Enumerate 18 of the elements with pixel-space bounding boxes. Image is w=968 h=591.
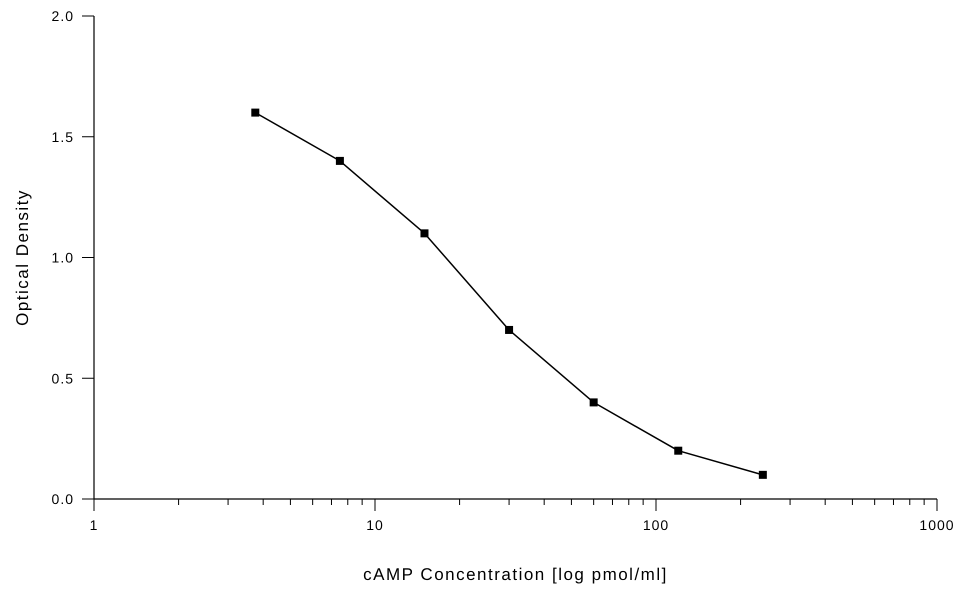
x-axis-title: cAMP Concentration [log pmol/ml] xyxy=(363,565,668,584)
y-tick-label: 1.0 xyxy=(52,250,74,266)
point xyxy=(590,398,598,406)
x-tick-label: 100 xyxy=(642,517,670,533)
x-tick-label: 1000 xyxy=(919,517,955,533)
point xyxy=(758,470,767,479)
y-tick-label: 2.0 xyxy=(52,8,74,24)
point xyxy=(505,326,514,334)
y-tick-label: 0.5 xyxy=(52,370,74,386)
y-tick-label: 1.5 xyxy=(52,128,74,145)
point xyxy=(674,446,682,455)
x-tick-label: 10 xyxy=(366,517,384,533)
point xyxy=(251,108,260,117)
point xyxy=(420,229,428,238)
y-tick-label: 0.0 xyxy=(52,491,74,507)
y-axis-title: Optical Density xyxy=(13,189,32,326)
x-tick-label: 1 xyxy=(90,517,98,533)
point xyxy=(336,156,344,165)
